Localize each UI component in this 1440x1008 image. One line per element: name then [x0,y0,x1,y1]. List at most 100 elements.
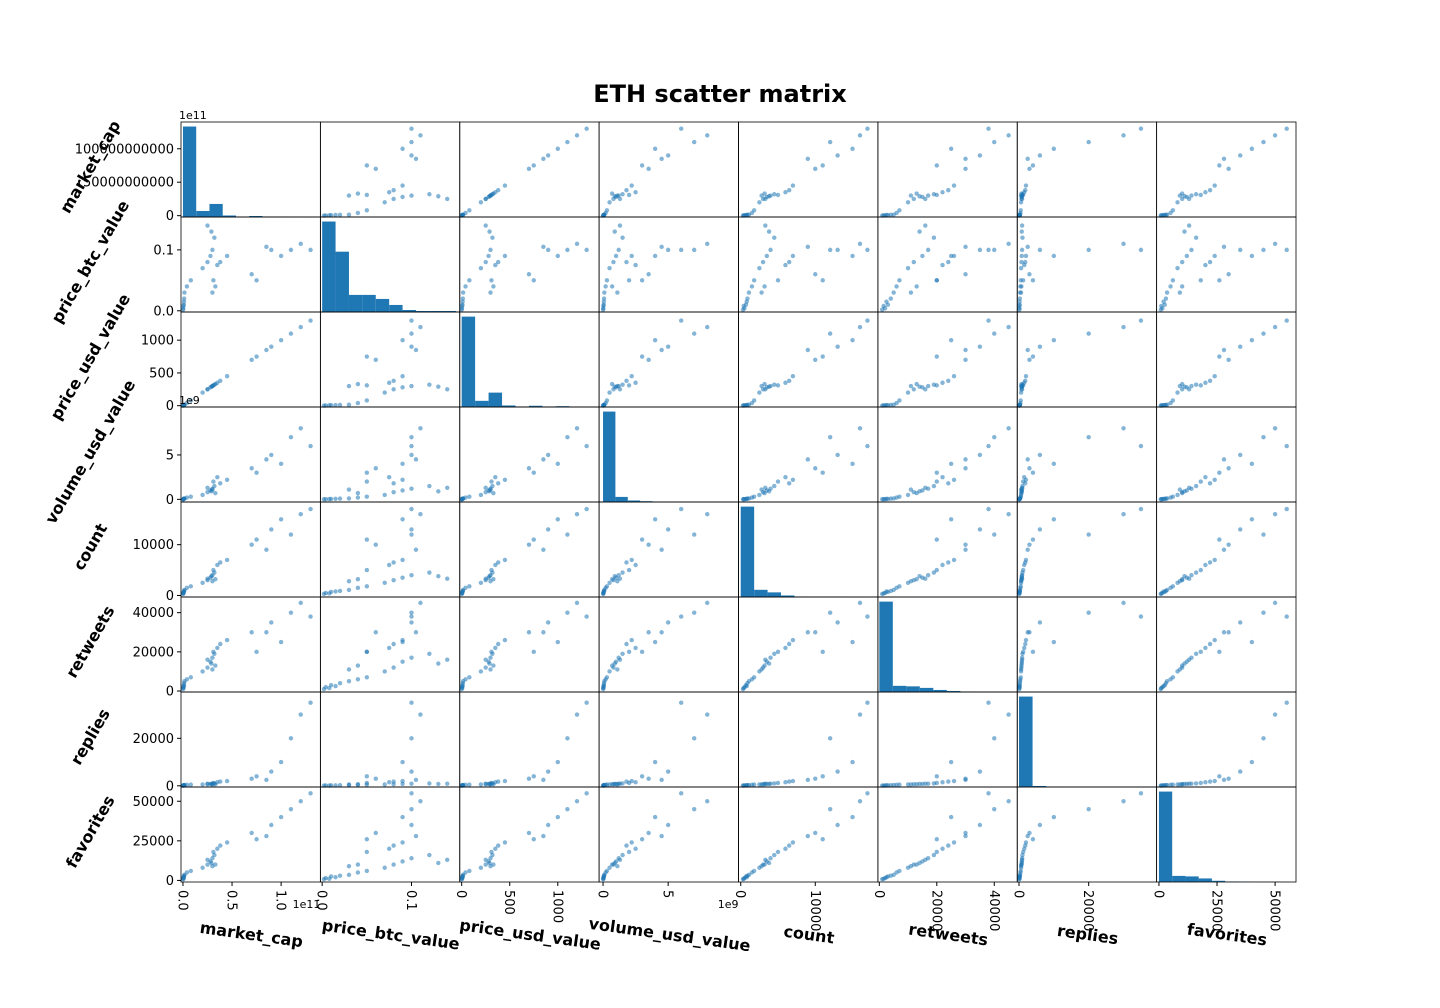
scatter-point [364,837,370,842]
scatter-point [346,863,352,869]
scatter-point [1238,247,1243,253]
scatter-point [934,780,939,786]
scatter-point [633,190,638,195]
scatter-point [948,517,954,522]
histogram-bar [461,316,476,407]
scatter-point [200,265,205,271]
scatter-point [213,284,218,289]
scatter-point [850,461,855,467]
scatter-point [1193,235,1199,240]
scatter-point [386,780,392,785]
scatter-point [835,344,840,349]
scatter-point [1272,426,1278,431]
scatter-point [531,649,536,655]
scatter-point [934,837,939,842]
scatter-point [1198,780,1203,786]
scatter-point [759,290,764,295]
scatter-point [333,683,338,689]
scatter-point [1221,777,1227,783]
scatter-point [1189,247,1194,253]
scatter-point [400,477,405,483]
scatter-point [1179,284,1185,289]
scatter-point [609,862,615,867]
scatter-point [1086,139,1091,145]
scatter-point [483,857,488,863]
scatter-point [884,783,889,788]
scatter-point [857,600,863,606]
scatter-point [1017,303,1022,309]
scatter-point [1189,383,1194,389]
scatter-point [1030,163,1036,168]
scatter-point [409,527,414,532]
scatter-point [607,265,612,271]
scatter-point [607,200,612,205]
scatter-point [908,383,914,389]
scatter-point [951,557,957,563]
scatter-point [205,485,210,490]
scatter-point [607,669,612,674]
histogram-bar [603,411,616,502]
scatter-point [1193,382,1199,387]
scatter-point [609,663,615,668]
scatter-point [813,272,818,277]
scatter-point [624,641,629,647]
scatter-point [659,244,664,250]
scatter-point [308,443,313,449]
scatter-point [337,680,343,686]
scatter-point [865,247,870,253]
scatter-point [391,578,396,583]
scatter-point [911,387,916,392]
scatter-point [488,579,493,584]
scatter-point [489,278,494,283]
scatter-point [951,840,957,845]
scatter-point [768,247,773,253]
scatter-point [624,560,629,565]
scatter-point [526,776,532,781]
scatter-point [278,759,284,765]
scatter-point [224,374,230,379]
scatter-point [827,331,833,336]
scatter-point [264,777,269,783]
scatter-point [766,781,772,787]
scatter-point [948,337,954,343]
scatter-point [931,852,937,858]
y-tick-label: 0.1 [153,243,174,258]
scatter-point [1226,272,1231,277]
scatter-point [1168,284,1173,289]
scatter-point [617,576,623,581]
scatter-point [639,649,645,655]
scatter-point [386,846,392,851]
scatter-point [249,776,254,781]
scatter-point [409,736,414,741]
scatter-point [1186,223,1192,228]
scatter-point [604,868,610,874]
panel-frame [1016,501,1158,598]
scatter-point [355,781,361,787]
scatter-point [333,212,338,218]
scatter-point [1284,506,1289,512]
scatter-point [278,253,284,259]
scatter-point [409,443,414,449]
x-tick-label: 1.0 [273,890,288,911]
scatter-point [1006,426,1011,431]
scatter-point [269,452,274,458]
scatter-point [264,347,269,353]
scatter-point [629,778,634,784]
scatter-point [692,610,697,615]
scatter-point [278,639,284,645]
scatter-point [923,387,928,392]
y-tick-label: 20000 [133,645,174,660]
scatter-point [1203,190,1208,195]
scatter-point [639,837,645,842]
scatter-point [813,466,818,471]
scatter-point [526,542,532,547]
scatter-point [665,344,671,349]
scatter-point [495,560,501,565]
scatter-point [483,576,488,581]
scatter-point [346,579,352,584]
scatter-point [1193,570,1199,575]
scatter-point [1249,253,1255,259]
scatter-point [759,782,764,787]
scatter-point [400,639,405,645]
scatter-point [1272,324,1278,330]
